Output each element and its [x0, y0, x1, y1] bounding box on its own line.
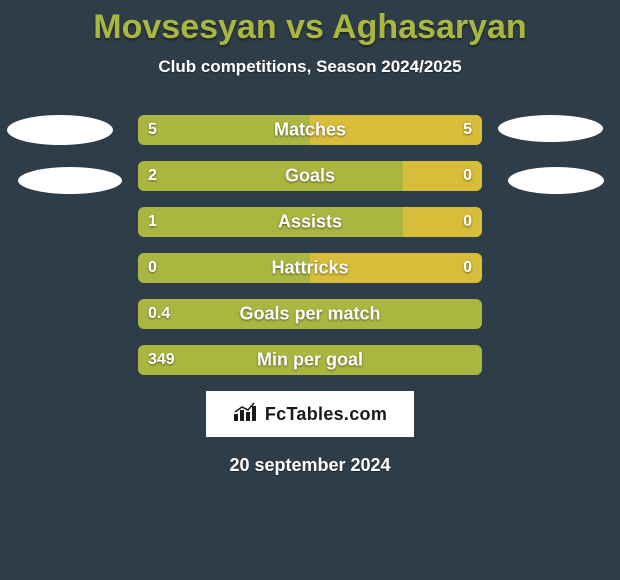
page-title: Movsesyan vs Aghasaryan — [0, 0, 620, 47]
brand-chart-icon — [233, 402, 259, 427]
stat-label: Goals — [285, 166, 335, 187]
placeholder-ellipse — [508, 167, 604, 194]
stat-value-right: 5 — [463, 121, 472, 139]
stat-value-left: 2 — [148, 167, 157, 185]
stat-bar-left — [138, 207, 403, 237]
brand-text: FcTables.com — [265, 404, 387, 425]
footer-date: 20 september 2024 — [0, 455, 620, 476]
stat-value-right: 0 — [463, 259, 472, 277]
placeholder-ellipse — [7, 115, 113, 145]
stat-value-right: 0 — [463, 213, 472, 231]
comparison-infographic: Movsesyan vs Aghasaryan Club competition… — [0, 0, 620, 580]
stat-bar-left — [138, 161, 403, 191]
stat-row: 2 0 Goals — [138, 161, 482, 191]
brand-box: FcTables.com — [206, 391, 414, 437]
stat-row: 349 Min per goal — [138, 345, 482, 375]
stat-value-left: 0.4 — [148, 305, 170, 323]
stat-label: Goals per match — [239, 304, 380, 325]
stat-value-left: 5 — [148, 121, 157, 139]
chart-area: 5 5 Matches 2 0 Goals 1 0 Assists 0 0 Hattricks 0.4 G… — [0, 115, 620, 375]
stat-label: Hattricks — [271, 258, 348, 279]
stat-label: Assists — [278, 212, 342, 233]
stat-row: 1 0 Assists — [138, 207, 482, 237]
stat-row: 5 5 Matches — [138, 115, 482, 145]
stat-value-left: 0 — [148, 259, 157, 277]
placeholder-ellipse — [498, 115, 603, 142]
stat-value-left: 1 — [148, 213, 157, 231]
stat-label: Min per goal — [257, 350, 363, 371]
stat-value-left: 349 — [148, 351, 175, 369]
stat-value-right: 0 — [463, 167, 472, 185]
stat-row: 0 0 Hattricks — [138, 253, 482, 283]
comparison-bars: 5 5 Matches 2 0 Goals 1 0 Assists 0 0 Hattricks 0.4 G… — [138, 115, 482, 375]
subtitle: Club competitions, Season 2024/2025 — [0, 57, 620, 77]
stat-label: Matches — [274, 120, 346, 141]
placeholder-ellipse — [18, 167, 122, 194]
stat-row: 0.4 Goals per match — [138, 299, 482, 329]
